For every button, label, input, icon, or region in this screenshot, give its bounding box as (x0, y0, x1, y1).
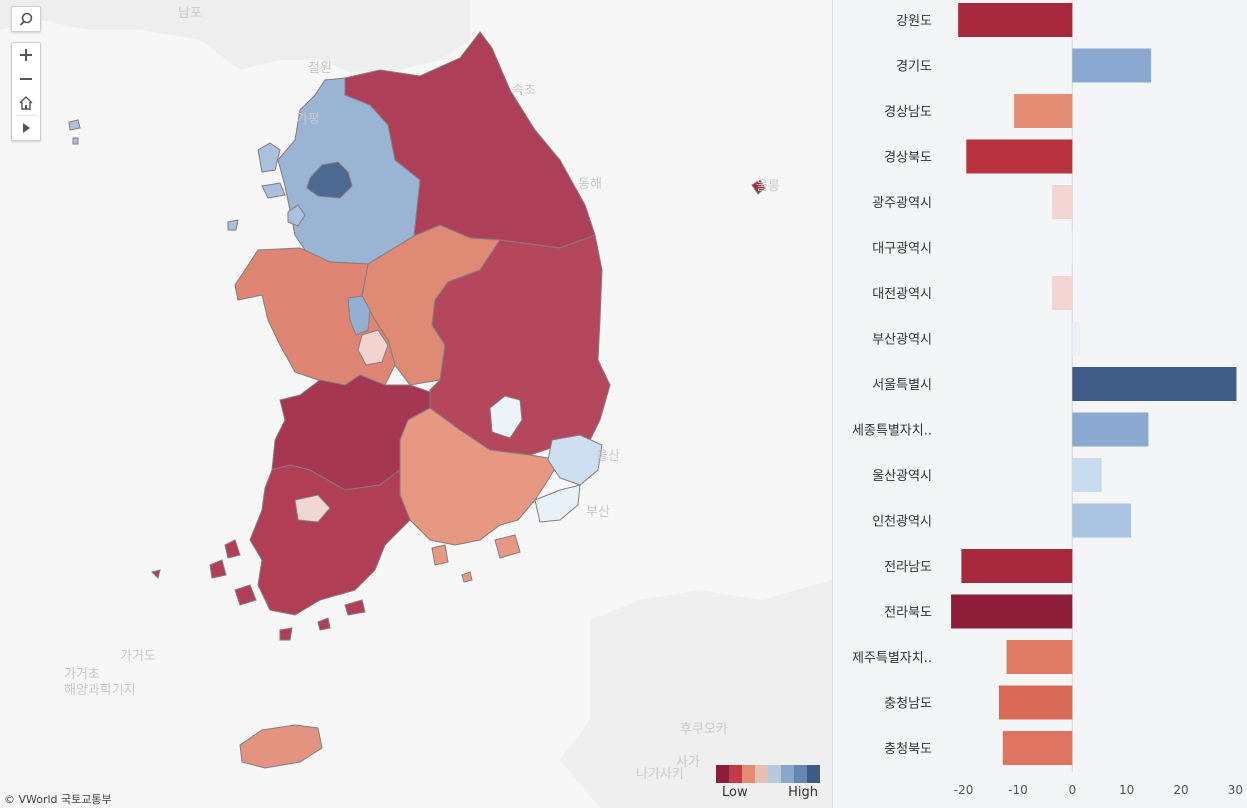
category-label: 세종특별자치.. (852, 424, 932, 439)
map-place-label: 사가 (676, 755, 700, 770)
bar[interactable] (1002, 731, 1073, 765)
legend-swatch (794, 765, 807, 783)
bar[interactable] (1052, 276, 1073, 310)
map-background-landmass (0, 0, 470, 72)
region-jeonnam-islands[interactable] (279, 599, 366, 641)
map-place-label: 후쿠오카 (680, 722, 728, 737)
region-ulleungdo[interactable] (751, 179, 766, 195)
legend-labels: Low High (716, 783, 820, 801)
region-busan[interactable] (534, 484, 581, 523)
control-divider (16, 115, 36, 116)
map-place-label: 나가사키 (636, 767, 684, 782)
bar[interactable] (966, 139, 1073, 174)
color-legend: Low High (716, 765, 820, 801)
map-place-label: 속초 (512, 83, 536, 98)
region-sejong[interactable] (347, 295, 371, 336)
bar[interactable] (1072, 412, 1149, 447)
map-place-label: 울산 (596, 449, 620, 464)
category-label: 대전광역시 (872, 287, 932, 302)
legend-swatch (716, 765, 729, 783)
category-label: 울산광역시 (872, 469, 932, 484)
bar[interactable] (1014, 94, 1073, 128)
x-tick-label: 30 (1228, 783, 1243, 797)
map-place-label: 부산 (586, 505, 610, 520)
bar[interactable] (951, 594, 1073, 629)
region-jeonnam[interactable] (151, 464, 411, 616)
search-icon[interactable] (12, 7, 40, 31)
x-tick-label: -20 (954, 783, 974, 797)
map-place-label: 가거초 (64, 667, 100, 682)
legend-swatch (742, 765, 755, 783)
bar[interactable] (1070, 230, 1073, 265)
bar[interactable] (1072, 458, 1102, 492)
region-gyeongnam-islands[interactable] (431, 534, 521, 583)
x-tick-label: -10 (1008, 783, 1028, 797)
category-label: 전라남도 (884, 560, 932, 575)
legend-swatch (781, 765, 794, 783)
zoom-in-icon[interactable] (12, 43, 40, 67)
bar[interactable] (1072, 503, 1132, 538)
category-label: 경기도 (896, 60, 932, 75)
category-label: 강원도 (896, 14, 932, 29)
category-label: 충청북도 (884, 742, 932, 757)
legend-swatch (807, 765, 820, 783)
region-ulsan[interactable] (547, 434, 603, 486)
map-place-label: 남포 (178, 6, 202, 21)
region-daegu[interactable] (489, 395, 523, 439)
bar[interactable] (1072, 321, 1080, 356)
region-daejeon[interactable] (357, 329, 389, 366)
map-place-label: 해양과학기지 (64, 683, 136, 698)
map-background-japan (560, 580, 832, 808)
x-tick-label: 10 (1119, 783, 1134, 797)
map-place-label: 동해 (578, 177, 602, 192)
x-tick-label: 0 (1068, 783, 1076, 797)
legend-low-label: Low (722, 785, 748, 800)
region-jeju[interactable] (239, 724, 323, 769)
zoom-out-icon[interactable] (12, 67, 40, 91)
bar[interactable] (998, 685, 1073, 720)
map-place-label: 가평 (296, 112, 320, 127)
legend-high-label: High (788, 785, 818, 800)
bar[interactable] (1052, 185, 1073, 219)
category-label: 대구광역시 (872, 242, 932, 257)
map-attribution: © VWorld 국토교통부 (4, 793, 112, 806)
bar[interactable] (961, 549, 1073, 583)
map-place-label: 철원 (308, 61, 332, 76)
category-label: 충청남도 (884, 697, 932, 712)
bar[interactable] (1072, 367, 1237, 401)
zoom-controls (11, 42, 41, 141)
category-label: 제주특별자치.. (852, 651, 932, 666)
region-seoul[interactable] (306, 161, 353, 199)
search-box (11, 6, 41, 32)
legend-swatch (768, 765, 781, 783)
category-label: 서울특별시 (872, 378, 932, 393)
category-label: 경상남도 (884, 105, 932, 120)
bar[interactable] (1072, 48, 1152, 83)
region-gwangju[interactable] (294, 494, 331, 523)
category-label: 전라북도 (884, 606, 932, 621)
category-label: 인천광역시 (872, 515, 932, 530)
legend-swatches (716, 765, 820, 783)
bar[interactable] (1006, 640, 1073, 674)
category-label: 광주광역시 (872, 196, 932, 211)
map-place-label: 울릉 (756, 179, 780, 194)
map-controls (11, 6, 41, 141)
play-icon[interactable] (12, 116, 40, 140)
x-tick-label: 20 (1173, 783, 1188, 797)
region-incheon-island[interactable] (68, 119, 81, 145)
category-label: 경상북도 (884, 151, 932, 166)
region-incheon[interactable] (227, 142, 306, 231)
bar[interactable] (958, 3, 1073, 37)
legend-swatch (729, 765, 742, 783)
map-place-label: 가거도 (120, 649, 156, 664)
legend-swatch (755, 765, 768, 783)
home-icon[interactable] (12, 91, 40, 115)
category-label: 부산광역시 (872, 333, 932, 348)
bar-chart: 강원도경기도경상남도경상북도광주광역시대구광역시대전광역시부산광역시서울특별시세… (852, 0, 1243, 797)
